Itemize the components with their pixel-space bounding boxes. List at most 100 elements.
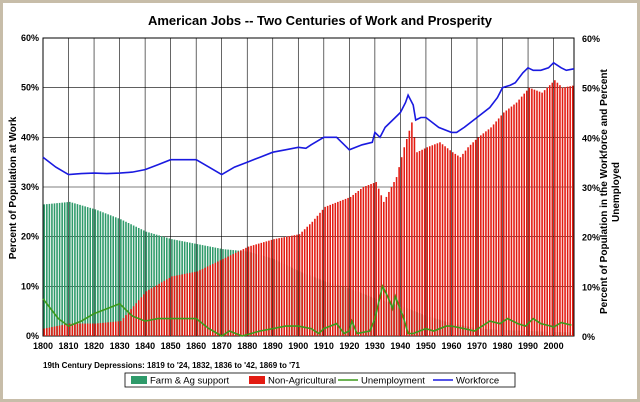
- x-tick-label: 1980: [493, 341, 513, 351]
- nonag-bar: [186, 273, 189, 336]
- nonag-bar: [523, 93, 526, 336]
- nonag-bar: [441, 144, 444, 336]
- nonag-bar: [178, 274, 181, 336]
- nonag-bar: [132, 306, 135, 336]
- x-tick-label: 1990: [518, 341, 538, 351]
- nonag-bar: [114, 321, 117, 336]
- nonag-bar: [140, 297, 143, 336]
- nonag-bar: [84, 323, 86, 336]
- nonag-bar: [306, 226, 309, 336]
- chart-svg: American Jobs -- Two Centuries of Work a…: [8, 13, 622, 388]
- nonag-bar: [393, 182, 395, 336]
- nonag-bar: [283, 237, 286, 336]
- x-tick-label: 1840: [135, 341, 155, 351]
- nonag-bar: [117, 321, 120, 336]
- chart-title: American Jobs -- Two Centuries of Work a…: [148, 13, 493, 28]
- x-tick-label: 1820: [84, 341, 104, 351]
- y-axis-label-right: Percent of Population in the Workforce a…: [599, 69, 622, 315]
- nonag-bar: [352, 194, 354, 336]
- nonag-bar: [148, 289, 150, 336]
- x-tick-label: 1950: [416, 341, 436, 351]
- nonag-bar: [66, 324, 69, 336]
- nonag-bar: [183, 273, 186, 336]
- y-tick-label-right: 50%: [582, 84, 600, 94]
- farm-bar: [132, 225, 135, 336]
- nonag-bar: [222, 259, 224, 336]
- nonag-bar: [150, 288, 153, 336]
- nonag-bar: [497, 118, 500, 337]
- nonag-bar: [405, 138, 408, 336]
- farm-bar: [48, 203, 51, 336]
- farm-bar: [89, 207, 92, 336]
- nonag-bar: [398, 167, 400, 336]
- nonag-bar: [219, 260, 222, 336]
- chart-area: American Jobs -- Two Centuries of Work a…: [3, 3, 637, 399]
- farm-bar: [143, 230, 145, 336]
- nonag-bar: [109, 322, 112, 336]
- x-tick-label: 2000: [544, 341, 564, 351]
- nonag-bar: [145, 291, 148, 336]
- nonag-bar: [63, 324, 66, 336]
- nonag-bar: [296, 234, 298, 336]
- nonag-bar: [411, 122, 413, 336]
- nonag-bar: [551, 82, 554, 336]
- nonag-bar: [423, 148, 426, 336]
- nonag-bar: [513, 104, 515, 336]
- legend-box: [124, 372, 516, 388]
- nonag-bar: [485, 131, 487, 336]
- x-tick-label: 1930: [365, 341, 385, 351]
- nonag-bar: [51, 327, 53, 336]
- nonag-bar: [462, 153, 464, 336]
- nonag-bar: [421, 149, 423, 336]
- y-axis-label-right-box: Percent of Population in the Workforce a…: [599, 69, 622, 315]
- nonag-bar: [237, 251, 240, 336]
- nonag-bar: [188, 272, 191, 336]
- x-tick-label: 1960: [441, 341, 461, 351]
- x-tick-label: 1970: [467, 341, 487, 351]
- nonag-bar: [171, 276, 173, 336]
- legend-unemployment-label: Unemployment: [361, 376, 425, 387]
- y-tick-label-left: 20%: [21, 232, 39, 242]
- nonag-bar: [234, 252, 237, 336]
- nonag-bar: [273, 239, 275, 336]
- nonag-bar: [168, 277, 171, 336]
- y-tick-label-left: 10%: [21, 281, 39, 291]
- nonag-bar: [227, 256, 229, 336]
- nonag-bar: [538, 91, 541, 336]
- nonag-bar: [56, 326, 58, 336]
- nonag-bar: [436, 143, 439, 336]
- y-tick-label-right: 0%: [582, 332, 595, 342]
- nonag-bar: [286, 236, 288, 336]
- nonag-bar: [214, 262, 217, 336]
- nonag-bar: [324, 206, 326, 336]
- nonag-bar: [232, 254, 234, 336]
- nonag-bar: [469, 144, 472, 336]
- nonag-bar: [97, 323, 99, 336]
- nonag-bar: [451, 152, 454, 336]
- nonag-bar: [370, 184, 372, 336]
- nonag-bar: [199, 270, 201, 336]
- x-tick-label: 1890: [263, 341, 283, 351]
- nonag-bar: [280, 237, 283, 336]
- nonag-bar: [263, 242, 265, 336]
- nonag-bar: [383, 201, 385, 336]
- x-tick-label: 1910: [314, 341, 334, 351]
- x-tick-label: 1810: [59, 341, 79, 351]
- nonag-bar: [288, 236, 291, 336]
- nonag-bar: [120, 321, 122, 336]
- lines: [42, 61, 575, 337]
- tick-labels: 0% 0% 10% 10% 20% 20% 30% 30% 40% 40% 50% 50% 60% 60%…: [21, 33, 600, 351]
- nonag-bar: [454, 153, 457, 336]
- farm-bar: [51, 203, 53, 336]
- nonag-bar: [321, 209, 324, 336]
- y-tick-label-left: 40%: [21, 132, 39, 142]
- nonag-bar: [569, 86, 571, 336]
- nonag-bar: [112, 321, 114, 336]
- nonag-bar: [518, 99, 520, 336]
- nonag-bar: [76, 323, 79, 336]
- nonag-bar: [319, 212, 321, 336]
- nonag-bar: [81, 323, 84, 336]
- farm-bar: [69, 201, 71, 336]
- y-tick-label-left: 50%: [21, 83, 39, 93]
- y-tick-label-right: 60%: [582, 34, 600, 44]
